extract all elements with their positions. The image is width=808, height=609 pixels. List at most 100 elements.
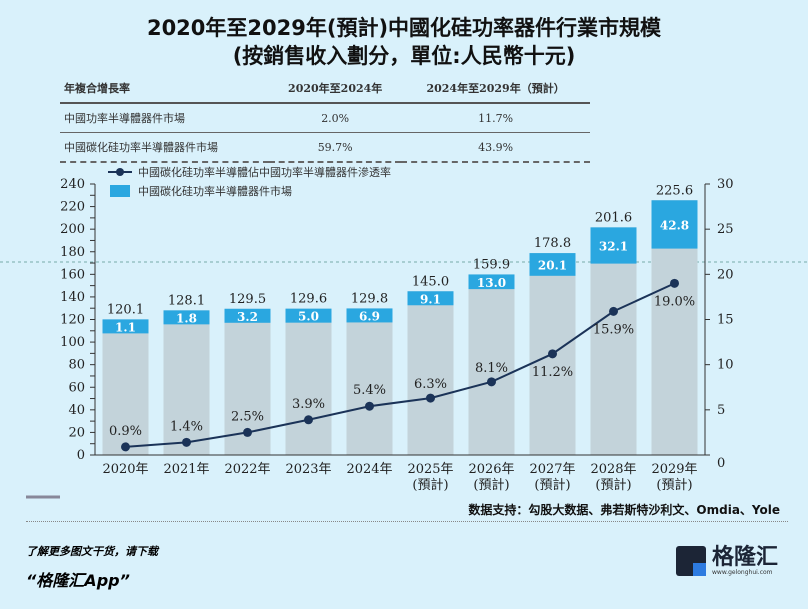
x-tick-label: 2027年 (529, 462, 575, 477)
bar-sic (163, 310, 210, 325)
td: 中國功率半導體器件市場 (60, 103, 270, 133)
footer-line2: “格隆汇App” (26, 571, 130, 590)
legend-bar-label: 中國碳化硅功率半導體器件市場 (138, 184, 292, 198)
th: 2024年至2029年（預計） (401, 74, 590, 104)
bar-other (285, 308, 332, 455)
y-tick-label: 20 (68, 425, 85, 440)
sic-label: 32.1 (599, 239, 628, 253)
penetration-label: 11.2% (532, 365, 573, 380)
td: 59.7% (269, 132, 402, 163)
penetration-point (487, 377, 496, 387)
logo: 格隆汇 www.gelonghui.com (676, 546, 778, 576)
bar-other (407, 291, 454, 455)
sic-label: 42.8 (660, 218, 689, 232)
x-tick-label: (預計) (656, 477, 692, 493)
x-tick-label: 2029年 (651, 462, 697, 477)
legend-bar-swatch (110, 185, 130, 197)
bar-sic (468, 274, 515, 290)
x-tick-label: 2028年 (590, 462, 636, 477)
penetration-point (609, 306, 618, 316)
sic-label: 1.8 (176, 311, 197, 325)
total-label: 159.9 (473, 257, 510, 272)
bar-other (346, 308, 393, 455)
legend-line-marker (116, 168, 124, 176)
penetration-point (548, 349, 557, 359)
cagr-table: 年複合增長率 2020年至2024年 2024年至2029年（預計） 中國功率半導體… (60, 74, 590, 163)
sic-label: 5.0 (298, 310, 319, 324)
bar-sic (102, 319, 149, 334)
penetration-point (243, 427, 252, 437)
bar-sic (590, 227, 637, 264)
y-tick-label: 220 (60, 200, 85, 215)
x-tick-label: 2020年 (102, 462, 148, 477)
legend-line-label: 中國碳化硅功率半導體佔中國功率半導體器件滲透率 (138, 165, 391, 179)
bar-sic (285, 308, 332, 323)
penetration-label: 2.5% (231, 409, 264, 424)
penetration-label: 3.9% (292, 397, 325, 412)
penetration-label: 8.1% (475, 361, 508, 376)
penetration-point (426, 393, 435, 403)
y-tick-label: 120 (60, 313, 85, 328)
logo-icon (676, 546, 706, 576)
y2-tick-label: 10 (717, 358, 734, 373)
bar-other (468, 274, 515, 455)
logo-text: 格隆汇 (712, 544, 779, 570)
y-tick-label: 160 (60, 267, 85, 282)
total-label: 129.5 (229, 292, 266, 307)
td: 2.0% (269, 103, 402, 133)
x-tick-label: 2023年 (285, 462, 331, 477)
penetration-point (182, 437, 191, 447)
x-tick-label: 2024年 (346, 462, 392, 477)
y-tick-label: 180 (60, 245, 85, 260)
td: 11.7% (401, 103, 590, 133)
y-tick-label: 40 (68, 403, 85, 418)
sic-label: 6.9 (359, 309, 380, 323)
bar-other (590, 227, 637, 455)
y2-tick-label: 5 (717, 403, 725, 418)
penetration-point (121, 442, 130, 452)
sic-label: 3.2 (237, 310, 258, 324)
total-label: 128.1 (168, 293, 205, 308)
x-tick-label: (預計) (595, 477, 631, 493)
y-tick-label: 240 (60, 177, 85, 192)
total-label: 225.6 (656, 183, 693, 198)
sic-label: 9.1 (420, 292, 441, 306)
x-tick-label: 2025年 (407, 462, 453, 477)
th: 2020年至2024年 (269, 74, 402, 104)
sic-label: 13.0 (477, 276, 506, 290)
y2-tick-label: 0 (717, 456, 725, 471)
bar-sic (407, 291, 454, 306)
y-tick-label: 0 (77, 448, 85, 463)
total-label: 129.6 (290, 292, 327, 307)
y2-tick-label: 30 (717, 177, 734, 192)
penetration-label: 5.4% (353, 383, 386, 398)
sic-label: 20.1 (538, 258, 567, 272)
y2-tick-label: 15 (717, 313, 734, 328)
penetration-point (670, 278, 679, 288)
total-label: 145.0 (412, 274, 449, 289)
footer-line1: 了解更多图文干货，请下载 (26, 545, 158, 558)
y-tick-label: 200 (60, 222, 85, 237)
penetration-point (365, 401, 374, 411)
sic-label: 1.1 (115, 320, 136, 334)
x-tick-label: (預計) (412, 477, 448, 493)
penetration-label: 15.9% (593, 322, 634, 337)
y2-tick-label: 25 (717, 222, 734, 237)
th: 年複合增長率 (60, 74, 270, 104)
y-tick-label: 80 (68, 358, 85, 373)
bar-other (163, 310, 210, 455)
y-tick-label: 100 (60, 335, 85, 350)
td: 43.9% (401, 132, 590, 163)
logo-url: www.gelonghui.com (712, 568, 773, 576)
bar-sic (224, 308, 271, 323)
source: 数据支持：勾股大数据、弗若斯特沙利文、Omdia、Yole (468, 503, 780, 517)
title-line1: 2020年至2029年(預計)中國化硅功率器件行業市規模 (146, 16, 662, 40)
y-tick-label: 60 (68, 380, 85, 395)
divider (26, 521, 788, 522)
total-label: 178.8 (534, 236, 571, 251)
total-label: 129.8 (351, 291, 388, 306)
x-tick-label: 2022年 (224, 462, 270, 477)
td: 中國碳化硅功率半導體器件市場 (60, 132, 270, 163)
x-tick-label: 2021年 (163, 462, 209, 477)
